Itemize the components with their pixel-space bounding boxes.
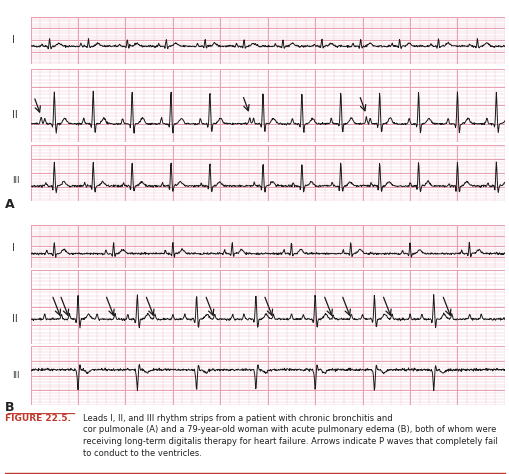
- Text: B: B: [5, 401, 15, 414]
- Text: I: I: [12, 35, 14, 46]
- Text: A: A: [5, 198, 15, 210]
- Text: FIGURE 22.5.: FIGURE 22.5.: [5, 414, 71, 423]
- Text: I: I: [12, 243, 14, 253]
- Text: III: III: [12, 176, 19, 185]
- Text: Leads I, II, and III rhythm strips from a patient with chronic bronchitis and
co: Leads I, II, and III rhythm strips from …: [82, 414, 496, 458]
- Text: II: II: [12, 109, 17, 119]
- Text: III: III: [12, 371, 19, 380]
- Text: II: II: [12, 314, 17, 324]
